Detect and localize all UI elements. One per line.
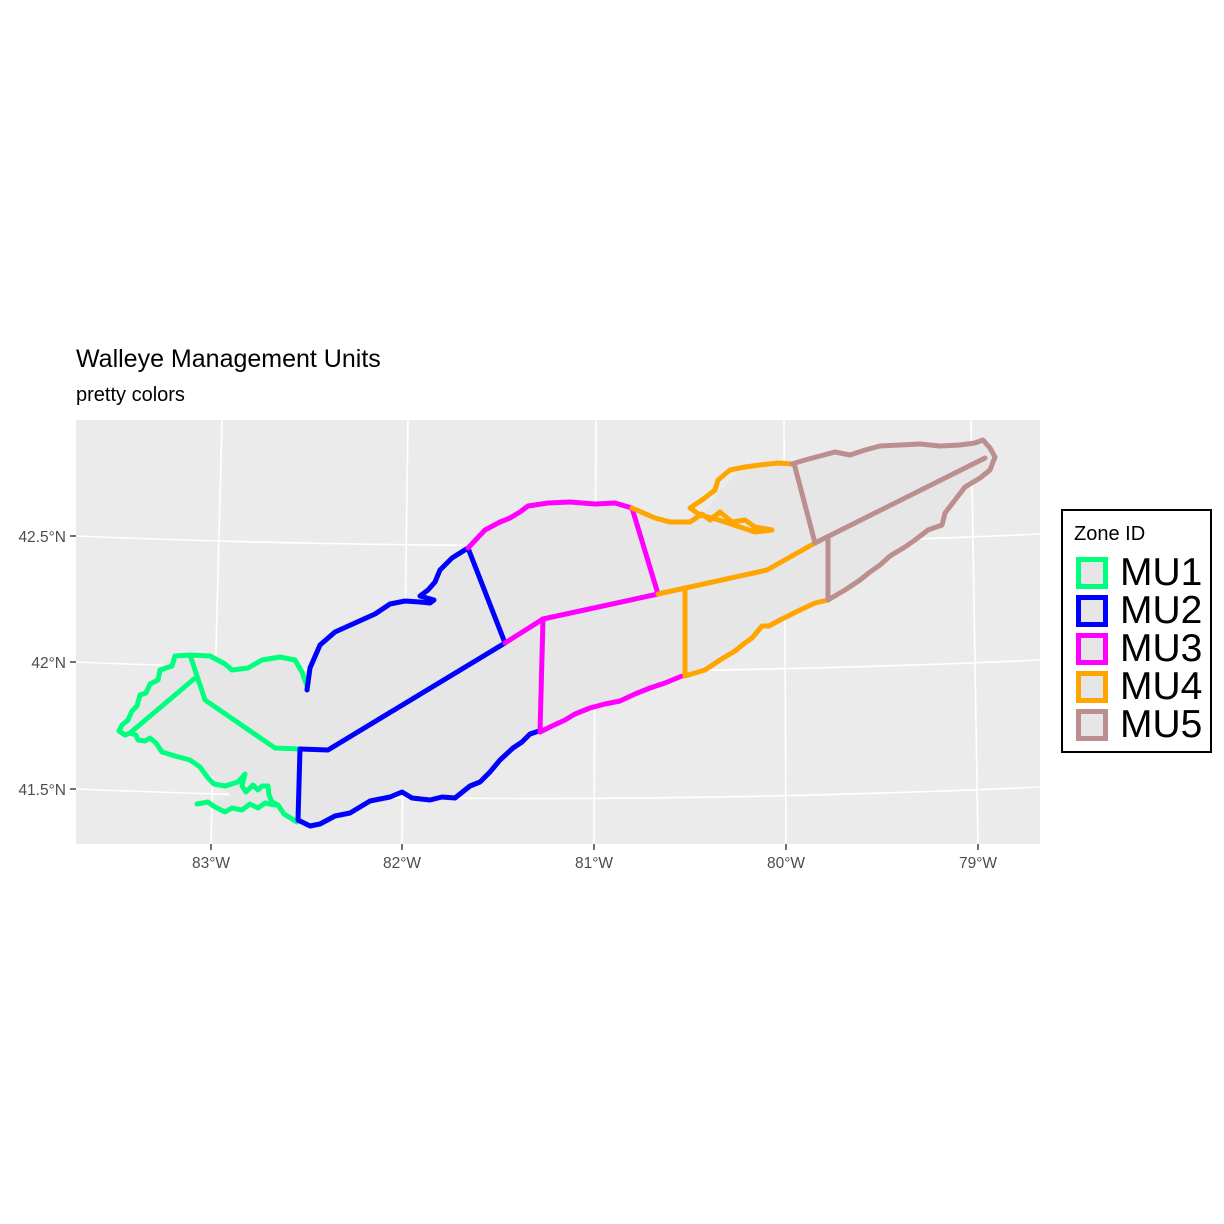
- gridline-lat-41.5: [75, 786, 1041, 800]
- axis-ticks: [70, 535, 979, 850]
- map-subtitle: pretty colors: [76, 384, 185, 406]
- lake-fill: [120, 440, 995, 826]
- zone-mu4: [629, 460, 831, 679]
- legend-item-mu5: MU5: [1074, 703, 1210, 746]
- legend: Zone ID MU1 MU2 MU3 MU4 MU5: [1061, 509, 1212, 753]
- legend-item-mu1: MU1: [1074, 551, 1210, 594]
- legend-key-mu2: [1076, 595, 1108, 627]
- legend-item-mu4: MU4: [1074, 665, 1210, 708]
- x-tick-label-83: 83°W: [192, 855, 230, 872]
- mu1-islands: [194, 799, 278, 815]
- y-tick-label-42: 42°N: [31, 655, 66, 672]
- legend-label-mu4: MU4: [1120, 665, 1203, 708]
- y-tick-label-42.5: 42.5°N: [18, 529, 66, 546]
- mu3-west-divider: [502, 616, 546, 646]
- legend-label-mu5: MU5: [1120, 703, 1203, 746]
- legend-title: Zone ID: [1074, 523, 1146, 545]
- x-tick-label-79: 79°W: [959, 855, 997, 872]
- zone-mu2: [295, 545, 545, 829]
- mu1-inner-line: [127, 676, 197, 736]
- map-title: Walleye Management Units: [76, 345, 381, 373]
- mu5-boundary: [789, 437, 998, 603]
- mu2-boundary: [295, 545, 545, 829]
- zone-mu3: [465, 499, 685, 735]
- legend-item-mu2: MU2: [1074, 589, 1210, 632]
- legend-key-mu4: [1076, 671, 1108, 703]
- legend-label-mu3: MU3: [1120, 627, 1203, 670]
- y-tick-label-41.5: 41.5°N: [18, 782, 66, 799]
- mu3-boundary: [465, 499, 685, 735]
- legend-label-mu1: MU1: [1120, 551, 1203, 594]
- x-tick-label-81: 81°W: [575, 855, 613, 872]
- legend-label-mu2: MU2: [1120, 589, 1203, 632]
- gridline-lon-79: [970, 419, 979, 845]
- legend-key-mu1: [1076, 557, 1108, 589]
- zone-mu1: [116, 652, 310, 825]
- mu1-north-shore: [187, 652, 310, 689]
- legend-key-mu3: [1076, 633, 1108, 665]
- zone-mu5: [789, 437, 998, 603]
- x-tick-label-80: 80°W: [767, 855, 805, 872]
- mu4-divider-north: [655, 540, 818, 597]
- mu4-boundary: [629, 460, 795, 535]
- mu5-divider-west: [792, 455, 988, 546]
- legend-item-mu3: MU3: [1074, 627, 1210, 670]
- x-tick-label-82: 82°W: [383, 855, 421, 872]
- mu4-divider-south: [682, 587, 831, 679]
- legend-key-mu5: [1076, 709, 1108, 741]
- mu1-boundary: [116, 652, 303, 825]
